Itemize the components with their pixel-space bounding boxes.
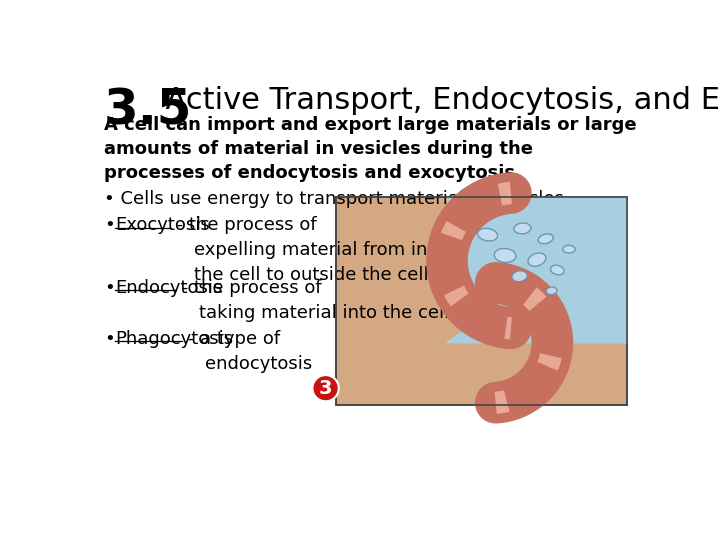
Text: •: • [104,217,114,234]
Text: Exocytosis: Exocytosis [114,217,210,234]
Text: Active Transport, Endocytosis, and Exocytosis: Active Transport, Endocytosis, and Exocy… [145,86,720,116]
Text: Endocytosis: Endocytosis [114,279,222,297]
Ellipse shape [477,228,498,241]
Ellipse shape [528,253,546,266]
Text: - the process of
    taking material into the cell: - the process of taking material into th… [176,279,449,322]
Ellipse shape [514,223,531,234]
Bar [336,197,627,405]
Ellipse shape [494,248,516,262]
Text: •: • [104,330,114,348]
Bar [336,197,627,405]
Text: •: • [104,279,114,297]
Ellipse shape [563,245,575,253]
Text: A cell can import and export large materials or large
amounts of material in ves: A cell can import and export large mater… [104,116,636,182]
Ellipse shape [512,271,527,282]
Ellipse shape [546,287,557,295]
Polygon shape [447,197,627,343]
Text: • Cells use energy to transport material in vesicles.: • Cells use energy to transport material… [104,190,570,207]
Text: 3: 3 [319,379,333,397]
Text: 3.5: 3.5 [104,86,192,134]
Text: - the process of
    expelling material from inside
    the cell to outside the : - the process of expelling material from… [171,217,464,285]
Ellipse shape [551,265,564,275]
Circle shape [312,375,339,401]
Ellipse shape [538,234,553,244]
Text: Phagocytosis: Phagocytosis [114,330,233,348]
Text: - a type of
    endocytosis: - a type of endocytosis [181,330,312,373]
